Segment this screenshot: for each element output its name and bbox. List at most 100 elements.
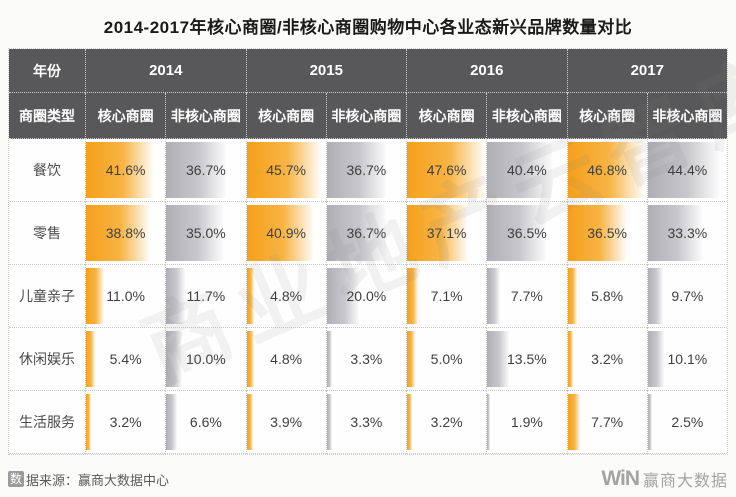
brand-logo: WiN 赢商大数据 — [601, 467, 728, 491]
table-cell: 36.5% — [486, 202, 567, 265]
header-noncore-2016: 非核心商圈 — [486, 93, 567, 139]
noncore-data-bar — [647, 331, 665, 387]
row-category: 休闲娱乐 — [9, 328, 85, 391]
core-data-bar — [86, 394, 92, 450]
cell-value: 3.3% — [350, 414, 383, 430]
noncore-data-bar — [487, 268, 500, 324]
data-source-icon: 数 — [8, 471, 24, 487]
noncore-data-bar — [487, 394, 491, 450]
noncore-data-bar — [326, 331, 333, 387]
cell-value: 3.2% — [109, 414, 142, 430]
row-category: 儿童亲子 — [9, 265, 85, 328]
table-cell: 9.7% — [646, 265, 727, 328]
core-data-bar — [246, 205, 313, 261]
table-cell: 7.7% — [486, 265, 567, 328]
noncore-data-bar — [647, 205, 702, 261]
noncore-data-bar — [487, 142, 553, 198]
table-cell: 46.8% — [566, 139, 647, 202]
header-year-2014: 2014 — [85, 49, 246, 93]
table-cell: 7.7% — [566, 391, 647, 454]
cell-value: 44.4% — [667, 162, 708, 178]
cell-value: 5.4% — [109, 351, 142, 367]
table-cell: 36.7% — [325, 202, 406, 265]
cell-value: 10.0% — [186, 351, 226, 367]
win-logo-icon: WiN — [601, 467, 640, 490]
table-cell: 6.6% — [165, 391, 246, 454]
table-cell: 2.5% — [646, 391, 727, 454]
table-cell: 13.5% — [486, 328, 567, 391]
data-source-text: 据来源：赢商大数据中心 — [26, 472, 170, 488]
page-title: 2014-2017年核心商圈/非核心商圈购物中心各业态新兴品牌数量对比 — [103, 18, 633, 37]
core-data-bar — [567, 142, 644, 198]
brand-name: 赢商大数据 — [642, 473, 728, 490]
cell-value: 3.3% — [350, 351, 383, 367]
cell-value: 1.9% — [510, 414, 543, 430]
header-core-2015: 核心商圈 — [245, 93, 326, 139]
core-data-bar — [567, 394, 580, 450]
table-cell: 36.7% — [165, 139, 246, 202]
cell-value: 5.8% — [591, 288, 624, 304]
noncore-data-bar — [326, 394, 333, 450]
header-noncore-2014: 非核心商圈 — [165, 93, 246, 139]
header-core-2014: 核心商圈 — [85, 93, 166, 139]
table-cell: 41.6% — [85, 139, 166, 202]
header-year-2016: 2016 — [406, 49, 567, 93]
cell-value: 3.9% — [270, 414, 303, 430]
cell-value: 6.6% — [189, 414, 222, 430]
core-data-bar — [246, 142, 321, 198]
cell-value: 10.1% — [667, 351, 708, 367]
cell-value: 37.1% — [426, 225, 467, 241]
table-cell: 3.2% — [406, 391, 487, 454]
table-cell: 38.8% — [85, 202, 166, 265]
cell-value: 45.7% — [266, 162, 306, 178]
core-data-bar — [567, 205, 627, 261]
cell-value: 36.7% — [186, 162, 226, 178]
noncore-data-bar — [326, 268, 360, 324]
core-data-bar — [246, 331, 255, 387]
header-core-2017: 核心商圈 — [566, 93, 647, 139]
header-noncore-2017: 非核心商圈 — [646, 93, 727, 139]
table-cell: 11.7% — [165, 265, 246, 328]
table-cell: 5.4% — [85, 328, 166, 391]
core-data-bar — [86, 268, 104, 324]
table-cell: 36.7% — [325, 139, 406, 202]
table-cell: 4.8% — [245, 265, 326, 328]
noncore-data-bar — [326, 142, 387, 198]
cell-value: 7.7% — [591, 414, 624, 430]
table-cell: 7.1% — [406, 265, 487, 328]
cell-value: 33.3% — [667, 225, 708, 241]
noncore-data-bar — [166, 205, 223, 261]
table-cell: 10.0% — [165, 328, 246, 391]
table-cell: 47.6% — [406, 139, 487, 202]
table-cell: 36.5% — [566, 202, 647, 265]
cell-value: 3.2% — [591, 351, 624, 367]
data-source-note: 数 据来源：赢商大数据中心 — [8, 470, 169, 489]
table-cell: 44.4% — [646, 139, 727, 202]
header-noncore-2015: 非核心商圈 — [325, 93, 406, 139]
cell-value: 41.6% — [105, 162, 146, 178]
cell-value: 7.7% — [510, 288, 543, 304]
cell-value: 2.5% — [671, 414, 704, 430]
cell-value: 4.8% — [270, 288, 303, 304]
cell-value: 36.5% — [587, 225, 627, 241]
noncore-data-bar — [647, 142, 720, 198]
core-data-bar — [407, 268, 419, 324]
cell-value: 36.5% — [507, 225, 547, 241]
noncore-data-bar — [647, 394, 652, 450]
table-cell: 40.9% — [245, 202, 326, 265]
cell-value: 5.0% — [430, 351, 463, 367]
cell-value: 4.8% — [270, 351, 303, 367]
noncore-data-bar — [487, 331, 510, 387]
table-cell: 4.8% — [245, 328, 326, 391]
cell-value: 13.5% — [507, 351, 547, 367]
cell-value: 9.7% — [671, 288, 704, 304]
cell-value: 40.4% — [507, 162, 547, 178]
table-cell: 37.1% — [406, 202, 487, 265]
noncore-data-bar — [166, 331, 183, 387]
table-cell: 10.1% — [646, 328, 727, 391]
header-year-2017: 2017 — [566, 49, 727, 93]
data-table: 年份 2014 2015 2016 2017 商圈类型 核心商圈 非核心商圈 核… — [8, 48, 728, 455]
core-data-bar — [407, 142, 484, 198]
table-cell: 45.7% — [245, 139, 326, 202]
noncore-data-bar — [487, 205, 547, 261]
